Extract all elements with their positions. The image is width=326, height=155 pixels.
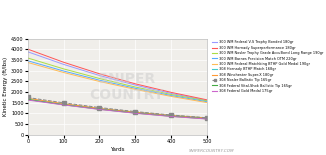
308 Nosler Ballistic Tip 165gr: [26, 97, 30, 98]
308 Federal Gold Medal 175gr: [62, 104, 66, 106]
300 WM Nosler Trophy Grade AccuBond Long Range 190gr: [169, 94, 173, 95]
308 Winchester Super-X 180gr: [97, 107, 101, 109]
308 Federal Vital-Shok Ballistic Tip 165gr: [26, 98, 30, 100]
300 WM Nosler Trophy Grade AccuBond Long Range 190gr: [97, 78, 101, 79]
300 WM Nosler Trophy Grade AccuBond Long Range 190gr: [62, 68, 66, 70]
308 Federal Gold Medal 175gr: [133, 112, 137, 114]
300 WM Federal Matchking BTHP Gold Medal 190gr: [205, 102, 209, 104]
308 Nosler Ballistic Tip 165gr: [205, 117, 209, 119]
300 WM Federal Matchking BTHP Gold Medal 190gr: [62, 72, 66, 73]
308 Hornady BTHP Match 168gr: [169, 115, 173, 116]
300 WM Federal V-S Trophy Bonded 180gr: [205, 100, 209, 101]
Line: 300 WM Barnes Precision Match OTM 220gr: 300 WM Barnes Precision Match OTM 220gr: [28, 61, 207, 102]
308 Federal Vital-Shok Ballistic Tip 165gr: [97, 108, 101, 110]
Legend: 300 WM Federal V-S Trophy Bonded 180gr, 300 WM Hornady Superperformance 180gr, 3: 300 WM Federal V-S Trophy Bonded 180gr, …: [212, 40, 323, 93]
Line: 300 WM Federal V-S Trophy Bonded 180gr: 300 WM Federal V-S Trophy Bonded 180gr: [28, 52, 207, 100]
Text: SNIPERCOUNTRY.COM: SNIPERCOUNTRY.COM: [189, 149, 235, 153]
308 Winchester Super-X 180gr: [133, 111, 137, 113]
308 Nosler Ballistic Tip 165gr: [97, 107, 101, 108]
300 WM Federal V-S Trophy Bonded 180gr: [26, 51, 30, 53]
308 Hornady BTHP Match 168gr: [62, 103, 66, 105]
300 WM Federal Matchking BTHP Gold Medal 190gr: [26, 62, 30, 63]
X-axis label: Yards: Yards: [110, 147, 125, 152]
308 Hornady BTHP Match 168gr: [97, 108, 101, 110]
300 WM Federal V-S Trophy Bonded 180gr: [169, 93, 173, 94]
308 Federal Gold Medal 175gr: [205, 118, 209, 120]
300 WM Barnes Precision Match OTM 220gr: [133, 87, 137, 89]
308 Nosler Ballistic Tip 165gr: [169, 114, 173, 116]
308 Hornady BTHP Match 168gr: [205, 117, 209, 119]
300 WM Hornady Superperformance 180gr: [205, 99, 209, 101]
308 Nosler Ballistic Tip 165gr: [62, 102, 66, 104]
308 Winchester Super-X 180gr: [205, 117, 209, 119]
300 WM Hornady Superperformance 180gr: [97, 73, 101, 75]
308 Federal Vital-Shok Ballistic Tip 165gr: [62, 104, 66, 106]
308 Federal Gold Medal 175gr: [97, 108, 101, 110]
Line: 308 Federal Vital-Shok Ballistic Tip 165gr: 308 Federal Vital-Shok Ballistic Tip 165…: [28, 99, 207, 119]
308 Federal Gold Medal 175gr: [26, 99, 30, 101]
Line: 300 WM Hornady Superperformance 180gr: 300 WM Hornady Superperformance 180gr: [28, 49, 207, 100]
300 WM Hornady Superperformance 180gr: [169, 91, 173, 93]
Line: 300 WM Nosler Trophy Grade AccuBond Long Range 190gr: 300 WM Nosler Trophy Grade AccuBond Long…: [28, 58, 207, 101]
300 WM Nosler Trophy Grade AccuBond Long Range 190gr: [133, 86, 137, 88]
308 Hornady BTHP Match 168gr: [133, 111, 137, 113]
308 Nosler Ballistic Tip 165gr: [133, 111, 137, 113]
Y-axis label: Kinetic Energy (ft/lbs): Kinetic Energy (ft/lbs): [3, 57, 8, 116]
Line: 300 WM Federal Matchking BTHP Gold Medal 190gr: 300 WM Federal Matchking BTHP Gold Medal…: [28, 62, 207, 103]
300 WM Hornady Superperformance 180gr: [62, 61, 66, 63]
300 WM Federal Matchking BTHP Gold Medal 190gr: [97, 81, 101, 82]
308 Winchester Super-X 180gr: [62, 103, 66, 105]
308 Federal Vital-Shok Ballistic Tip 165gr: [205, 118, 209, 120]
308 Winchester Super-X 180gr: [169, 115, 173, 116]
Text: SNIPER
COUNTRY: SNIPER COUNTRY: [89, 72, 164, 102]
300 WM Hornady Superperformance 180gr: [26, 48, 30, 50]
300 WM Barnes Precision Match OTM 220gr: [205, 101, 209, 103]
300 WM Federal Matchking BTHP Gold Medal 190gr: [133, 89, 137, 90]
Text: KINETIC ENERGY: KINETIC ENERGY: [92, 7, 234, 21]
308 Federal Gold Medal 175gr: [169, 116, 173, 117]
Line: 308 Nosler Ballistic Tip 165gr: 308 Nosler Ballistic Tip 165gr: [26, 96, 209, 120]
Line: 308 Winchester Super-X 180gr: 308 Winchester Super-X 180gr: [28, 98, 207, 118]
300 WM Barnes Precision Match OTM 220gr: [62, 70, 66, 72]
300 WM Federal V-S Trophy Bonded 180gr: [133, 84, 137, 86]
300 WM Barnes Precision Match OTM 220gr: [169, 95, 173, 96]
Line: 308 Hornady BTHP Match 168gr: 308 Hornady BTHP Match 168gr: [28, 100, 207, 118]
300 WM Hornady Superperformance 180gr: [133, 83, 137, 85]
300 WM Barnes Precision Match OTM 220gr: [97, 79, 101, 81]
308 Winchester Super-X 180gr: [26, 97, 30, 99]
300 WM Federal V-S Trophy Bonded 180gr: [62, 63, 66, 65]
300 WM Nosler Trophy Grade AccuBond Long Range 190gr: [205, 100, 209, 102]
308 Federal Vital-Shok Ballistic Tip 165gr: [169, 115, 173, 117]
308 Hornady BTHP Match 168gr: [26, 99, 30, 101]
300 WM Federal V-S Trophy Bonded 180gr: [97, 75, 101, 76]
300 WM Barnes Precision Match OTM 220gr: [26, 60, 30, 62]
300 WM Federal Matchking BTHP Gold Medal 190gr: [169, 95, 173, 97]
Line: 308 Federal Gold Medal 175gr: 308 Federal Gold Medal 175gr: [28, 100, 207, 119]
300 WM Nosler Trophy Grade AccuBond Long Range 190gr: [26, 57, 30, 59]
308 Federal Vital-Shok Ballistic Tip 165gr: [133, 112, 137, 114]
